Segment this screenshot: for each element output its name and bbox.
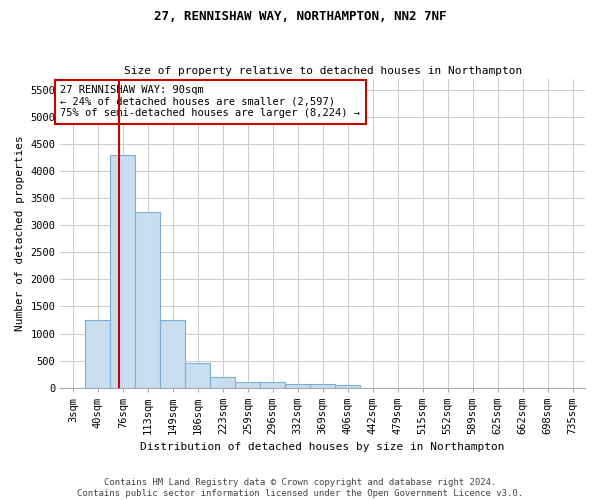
Bar [210,377,235,388]
Bar [136,212,160,388]
Bar [235,382,260,388]
Bar [260,382,285,388]
Bar [185,364,210,388]
Bar [310,384,335,388]
Bar [335,385,360,388]
Bar [110,155,136,388]
Bar [285,384,310,388]
Bar [160,320,185,388]
Text: 27 RENNISHAW WAY: 90sqm
← 24% of detached houses are smaller (2,597)
75% of semi: 27 RENNISHAW WAY: 90sqm ← 24% of detache… [61,85,361,118]
Y-axis label: Number of detached properties: Number of detached properties [15,136,25,331]
Text: 27, RENNISHAW WAY, NORTHAMPTON, NN2 7NF: 27, RENNISHAW WAY, NORTHAMPTON, NN2 7NF [154,10,446,23]
Title: Size of property relative to detached houses in Northampton: Size of property relative to detached ho… [124,66,522,76]
X-axis label: Distribution of detached houses by size in Northampton: Distribution of detached houses by size … [140,442,505,452]
Text: Contains HM Land Registry data © Crown copyright and database right 2024.
Contai: Contains HM Land Registry data © Crown c… [77,478,523,498]
Bar [85,320,110,388]
